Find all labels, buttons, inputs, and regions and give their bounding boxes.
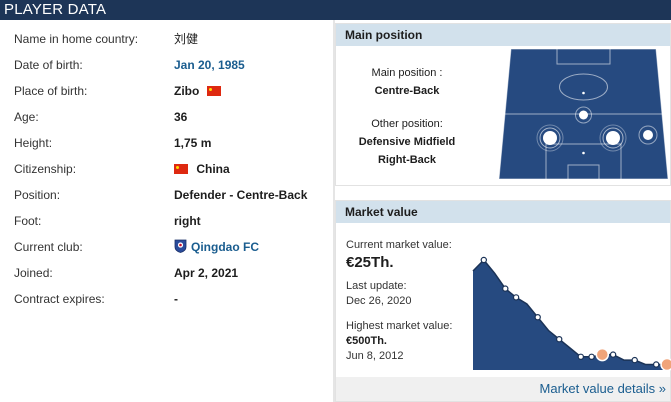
label-position: Position:	[14, 188, 61, 202]
value-citizenship: China	[174, 156, 230, 182]
label-foot: Foot:	[14, 214, 42, 228]
market-value-point[interactable]	[588, 353, 595, 361]
china-flag-icon	[174, 164, 188, 174]
column-divider	[333, 20, 335, 402]
date-of-birth-link[interactable]: Jan 20, 1985	[174, 58, 245, 72]
row-place-of-birth: Place of birth: Zibo	[0, 78, 333, 104]
market-value-area	[473, 260, 667, 370]
value-contract-expires: -	[174, 292, 178, 306]
row-age: Age: 36	[0, 104, 333, 130]
highest-market-value: €500Th.	[346, 335, 387, 347]
row-foot: Foot: right	[0, 208, 333, 234]
club-change-marker[interactable]	[595, 347, 610, 362]
other-position-label: Other position:	[371, 118, 443, 130]
market-value-point[interactable]	[609, 351, 617, 358]
birthplace-text: Zibo	[174, 84, 200, 98]
market-value-point[interactable]	[534, 314, 541, 321]
row-contract-expires: Contract expires: -	[0, 286, 333, 312]
market-value-card: Market value Current market value: €25Th…	[335, 200, 671, 402]
main-position-label: Main position :	[371, 67, 443, 79]
current-market-value: €25Th.	[346, 254, 394, 271]
value-age: 36	[174, 110, 188, 124]
label-citizenship: Citizenship:	[14, 162, 77, 176]
label-current-club: Current club:	[14, 240, 83, 254]
market-value-point[interactable]	[480, 256, 488, 264]
row-joined: Joined: Apr 2, 2021	[0, 260, 333, 286]
china-flag-icon	[206, 86, 221, 96]
section-title: PLAYER DATA	[4, 1, 107, 18]
row-height: Height: 1,75 m	[0, 130, 333, 156]
market-value-footer: Market value details »	[336, 377, 670, 401]
qingdao-fc-crest-icon	[174, 239, 187, 253]
highest-market-value-date: Jun 8, 2012	[346, 350, 404, 362]
row-position: Position: Defender - Centre-Back	[0, 182, 333, 208]
current-market-value-label: Current market value:	[346, 239, 452, 251]
player-data-table: Name in home country: 刘健 Date of birth: …	[0, 22, 333, 402]
club-change-marker[interactable]	[660, 357, 671, 371]
highest-market-value-label: Highest market value:	[346, 320, 453, 332]
citizenship-text: China	[196, 162, 230, 176]
value-joined: Apr 2, 2021	[174, 266, 239, 280]
label-home-name: Name in home country:	[14, 32, 139, 46]
last-update-label: Last update:	[346, 280, 407, 292]
pitch-diagram	[498, 48, 669, 180]
label-height: Height:	[14, 136, 53, 150]
market-value-point[interactable]	[652, 361, 660, 368]
last-update-value: Dec 26, 2020	[346, 295, 412, 307]
market-value-point[interactable]	[577, 353, 585, 361]
value-position: Defender - Centre-Back	[174, 188, 308, 202]
row-current-club: Current club: Qingdao FC	[0, 234, 333, 260]
market-value-details-link[interactable]: Market value details »	[539, 381, 666, 396]
label-date-of-birth: Date of birth:	[14, 58, 83, 72]
position-marker-defensive-midfield	[575, 106, 592, 124]
label-place-of-birth: Place of birth:	[14, 84, 88, 98]
row-home-name: Name in home country: 刘健	[0, 26, 333, 52]
other-position-value: Right-Back	[377, 154, 437, 166]
value-foot: right	[174, 214, 201, 228]
club-name: Qingdao FC	[191, 240, 259, 254]
other-position-value: Defensive Midfield	[358, 136, 456, 148]
row-date-of-birth: Date of birth: Jan 20, 1985	[0, 52, 333, 78]
market-value-card-title: Market value	[336, 201, 670, 223]
main-position-value: Centre-Back	[374, 85, 440, 97]
label-contract-expires: Contract expires:	[14, 292, 105, 306]
current-club-link[interactable]: Qingdao FC	[174, 234, 259, 260]
market-value-point[interactable]	[502, 285, 509, 292]
position-marker-centre-back	[536, 124, 627, 152]
value-height: 1,75 m	[174, 136, 212, 150]
market-value-chart[interactable]	[469, 254, 671, 371]
label-age: Age:	[14, 110, 39, 124]
row-citizenship: Citizenship: China	[0, 156, 333, 182]
label-joined: Joined:	[14, 266, 53, 280]
value-place-of-birth: Zibo	[174, 78, 221, 104]
market-value-point[interactable]	[555, 335, 563, 343]
position-card-title: Main position	[336, 24, 670, 46]
position-card: Main position Main position : Centre-Bac…	[335, 23, 671, 186]
market-value-point[interactable]	[631, 356, 638, 364]
section-header: PLAYER DATA	[0, 0, 671, 20]
market-value-point[interactable]	[512, 294, 520, 301]
position-marker-right-back	[638, 125, 658, 145]
value-home-name: 刘健	[174, 32, 199, 46]
